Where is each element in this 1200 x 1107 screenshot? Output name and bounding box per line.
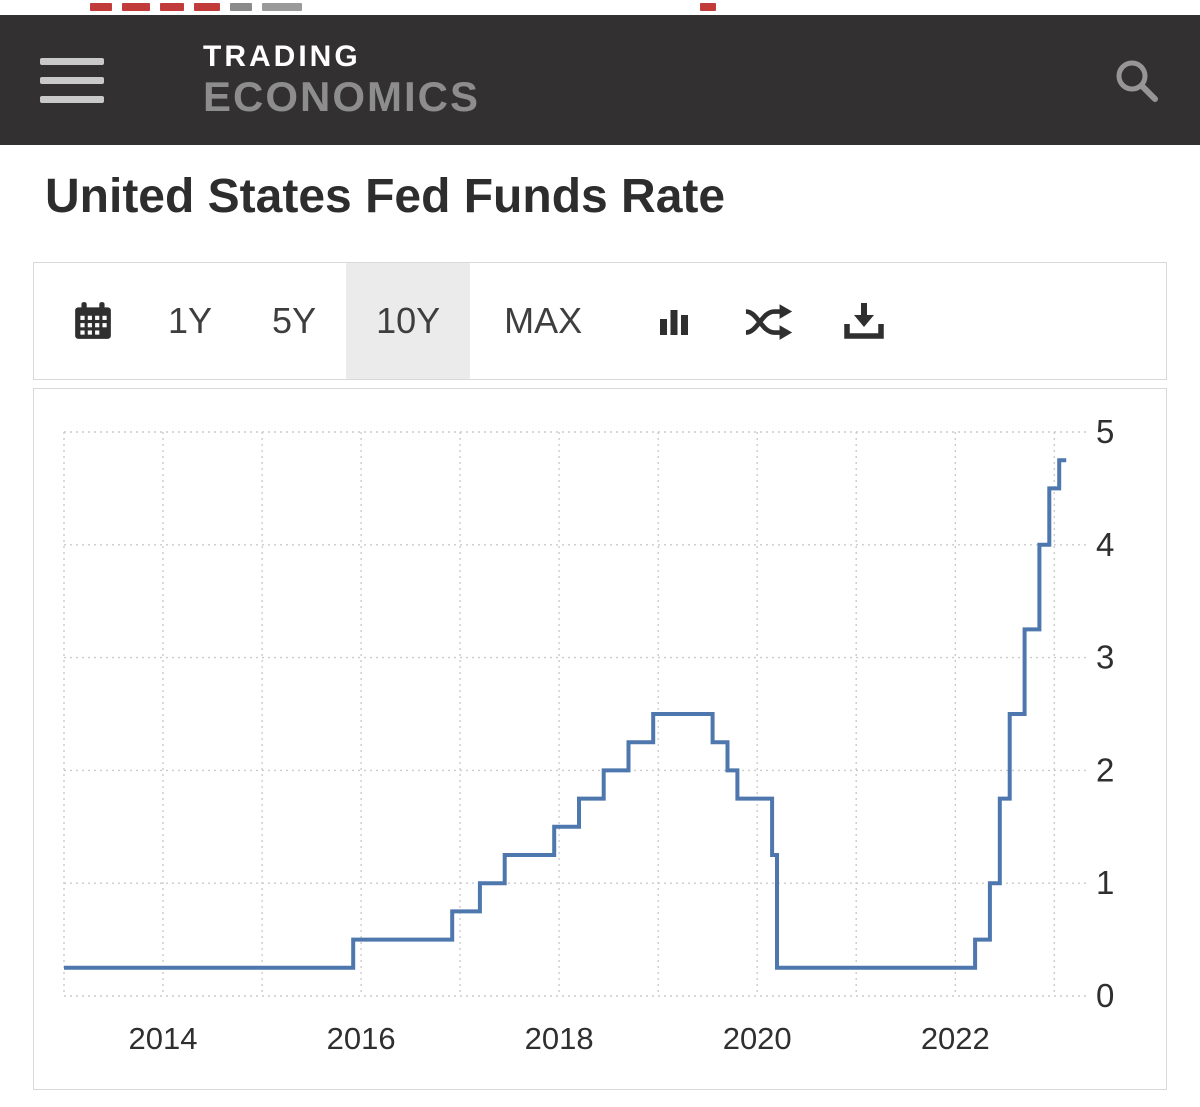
hamburger-icon[interactable] xyxy=(40,46,104,115)
site-header: TRADING ECONOMICS xyxy=(0,15,1200,145)
fed-funds-rate-chart[interactable]: 0 1 2 3 4 5 2014 2016 2018 2020 2022 xyxy=(33,388,1167,1091)
brand-line1: TRADING xyxy=(203,40,361,73)
svg-text:2022: 2022 xyxy=(921,1021,990,1056)
chart-toolbar: 1Y 5Y 10Y MAX xyxy=(33,262,1167,381)
svg-text:0: 0 xyxy=(1096,977,1114,1014)
svg-text:4: 4 xyxy=(1096,526,1114,563)
calendar-icon[interactable] xyxy=(48,263,138,379)
svg-text:3: 3 xyxy=(1096,639,1114,676)
chart-canvas[interactable]: 0 1 2 3 4 5 2014 2016 2018 2020 2022 xyxy=(34,389,1166,1089)
range-button-max[interactable]: MAX xyxy=(504,300,583,342)
sliver-artifact xyxy=(700,3,716,11)
sliver-artifact xyxy=(230,3,252,11)
svg-text:1: 1 xyxy=(1096,864,1114,901)
svg-text:2016: 2016 xyxy=(327,1021,396,1056)
range-button-10y[interactable]: 10Y xyxy=(346,263,471,380)
sliver-artifact xyxy=(194,3,220,11)
title-section: United States Fed Funds Rate xyxy=(0,145,1200,255)
svg-text:5: 5 xyxy=(1096,413,1114,450)
svg-text:2018: 2018 xyxy=(525,1021,594,1056)
sliver-artifact xyxy=(122,3,150,11)
page-title: United States Fed Funds Rate xyxy=(45,170,726,223)
svg-text:2020: 2020 xyxy=(723,1021,792,1056)
download-icon[interactable] xyxy=(818,263,910,379)
hamburger-bar xyxy=(40,57,104,65)
shuffle-arrows-icon[interactable] xyxy=(718,263,818,379)
range-button-5y[interactable]: 5Y xyxy=(272,300,317,342)
bar-chart-icon[interactable] xyxy=(630,263,718,379)
page-top-sliver xyxy=(0,0,1200,15)
range-button-1y[interactable]: 1Y xyxy=(168,300,213,342)
sliver-artifact xyxy=(262,3,302,11)
hamburger-bar xyxy=(40,95,104,103)
hamburger-bar xyxy=(40,76,104,84)
search-icon[interactable] xyxy=(1112,56,1160,104)
brand-logo[interactable]: TRADING ECONOMICS xyxy=(203,42,480,118)
sliver-artifact xyxy=(160,3,184,11)
brand-line2: ECONOMICS xyxy=(203,73,481,120)
svg-text:2014: 2014 xyxy=(129,1021,198,1056)
sliver-artifact xyxy=(90,3,112,11)
svg-text:2: 2 xyxy=(1096,752,1114,789)
